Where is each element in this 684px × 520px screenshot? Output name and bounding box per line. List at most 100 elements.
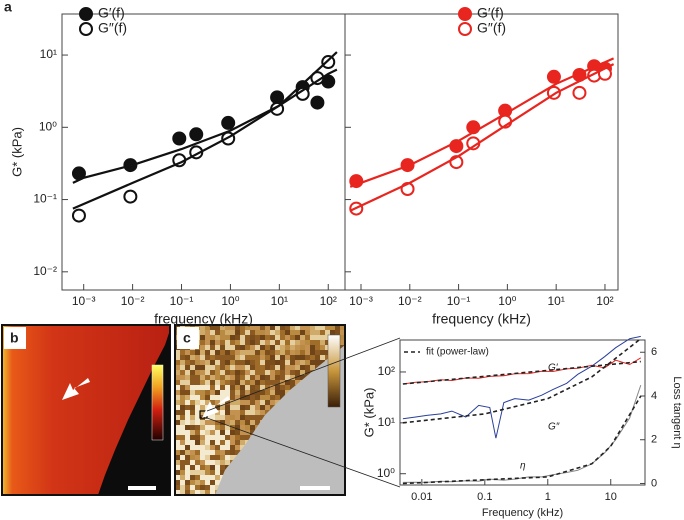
pixel [190, 430, 195, 435]
pixel [270, 385, 275, 390]
pixel [230, 405, 235, 410]
pixel [270, 330, 275, 335]
pixel [195, 415, 200, 420]
pixel [210, 390, 215, 395]
pixel [260, 355, 265, 360]
pixel [195, 405, 200, 410]
pixel [230, 390, 235, 395]
pixel [235, 355, 240, 360]
pixel [225, 365, 230, 370]
pixel [200, 460, 205, 465]
pixel [235, 430, 240, 435]
pixel [185, 410, 190, 415]
pixel [275, 330, 280, 335]
pixel [180, 375, 185, 380]
pixel [200, 480, 205, 485]
pixel [250, 335, 255, 340]
pixel [250, 360, 255, 365]
pixel [250, 340, 255, 345]
pixel [315, 340, 320, 345]
pixel [220, 445, 225, 450]
pixel [210, 355, 215, 360]
pixel [235, 340, 240, 345]
pixel [340, 335, 345, 340]
pixel [215, 355, 220, 360]
pixel [190, 485, 195, 490]
pixel [255, 370, 260, 375]
pixel [240, 355, 245, 360]
pixel [205, 400, 210, 405]
pixel [250, 350, 255, 355]
pixel [205, 360, 210, 365]
y-tick-label: 10¹ [40, 47, 57, 61]
pixel [220, 350, 225, 355]
pixel [300, 350, 305, 355]
pixel [290, 355, 295, 360]
pixel [245, 330, 250, 335]
pixel [280, 360, 285, 365]
pixel [265, 340, 270, 345]
pixel [210, 470, 215, 475]
pixel [230, 455, 235, 460]
pixel [320, 340, 325, 345]
pixel [255, 365, 260, 370]
pixel [270, 390, 275, 395]
pixel [195, 440, 200, 445]
pixel [245, 425, 250, 430]
pixel [225, 430, 230, 435]
pixel [185, 390, 190, 395]
pixel [305, 355, 310, 360]
pixel [185, 485, 190, 490]
pixel [235, 425, 240, 430]
pixel [230, 415, 235, 420]
pixel [250, 405, 255, 410]
pixel [190, 405, 195, 410]
pixel [265, 355, 270, 360]
pixel [215, 480, 220, 485]
pixel [180, 475, 185, 480]
pixel [175, 415, 180, 420]
data-line [402, 357, 642, 385]
pixel [275, 395, 280, 400]
pixel [285, 345, 290, 350]
pixel [190, 365, 195, 370]
pixel [180, 395, 185, 400]
pixel [260, 415, 265, 420]
pixel [310, 330, 315, 335]
pixel [175, 460, 180, 465]
pixel [255, 380, 260, 385]
pixel [185, 435, 190, 440]
pixel [210, 365, 215, 370]
pixel [280, 335, 285, 340]
pixel [270, 350, 275, 355]
pixel [195, 385, 200, 390]
pixel [185, 470, 190, 475]
pixel [215, 390, 220, 395]
pixel [175, 410, 180, 415]
pixel [305, 335, 310, 340]
annotation: G″ [548, 422, 560, 433]
pixel [195, 410, 200, 415]
pixel [195, 470, 200, 475]
pixel [190, 395, 195, 400]
pixel [295, 345, 300, 350]
legend-label: G″(f) [98, 20, 127, 36]
pixel [320, 330, 325, 335]
y-tick-label: 10⁻¹ [33, 192, 57, 206]
pixel [205, 370, 210, 375]
pixel [200, 390, 205, 395]
pixel [175, 455, 180, 460]
pixel [260, 385, 265, 390]
fit-line [402, 360, 641, 385]
charts: 10⁻³ 10⁻² 10⁻¹ 10⁰ 10¹ 10² 10⁻² 10⁻¹ 10⁰ 10¹ frequ… [9, 5, 683, 519]
pixel [255, 405, 260, 410]
pixel [285, 340, 290, 345]
pixel [240, 345, 245, 350]
pixel [190, 465, 195, 470]
pixel [200, 375, 205, 380]
pixel [180, 405, 185, 410]
pixel [280, 375, 285, 380]
pixel [275, 355, 280, 360]
legend-label: G′(f) [98, 5, 125, 21]
